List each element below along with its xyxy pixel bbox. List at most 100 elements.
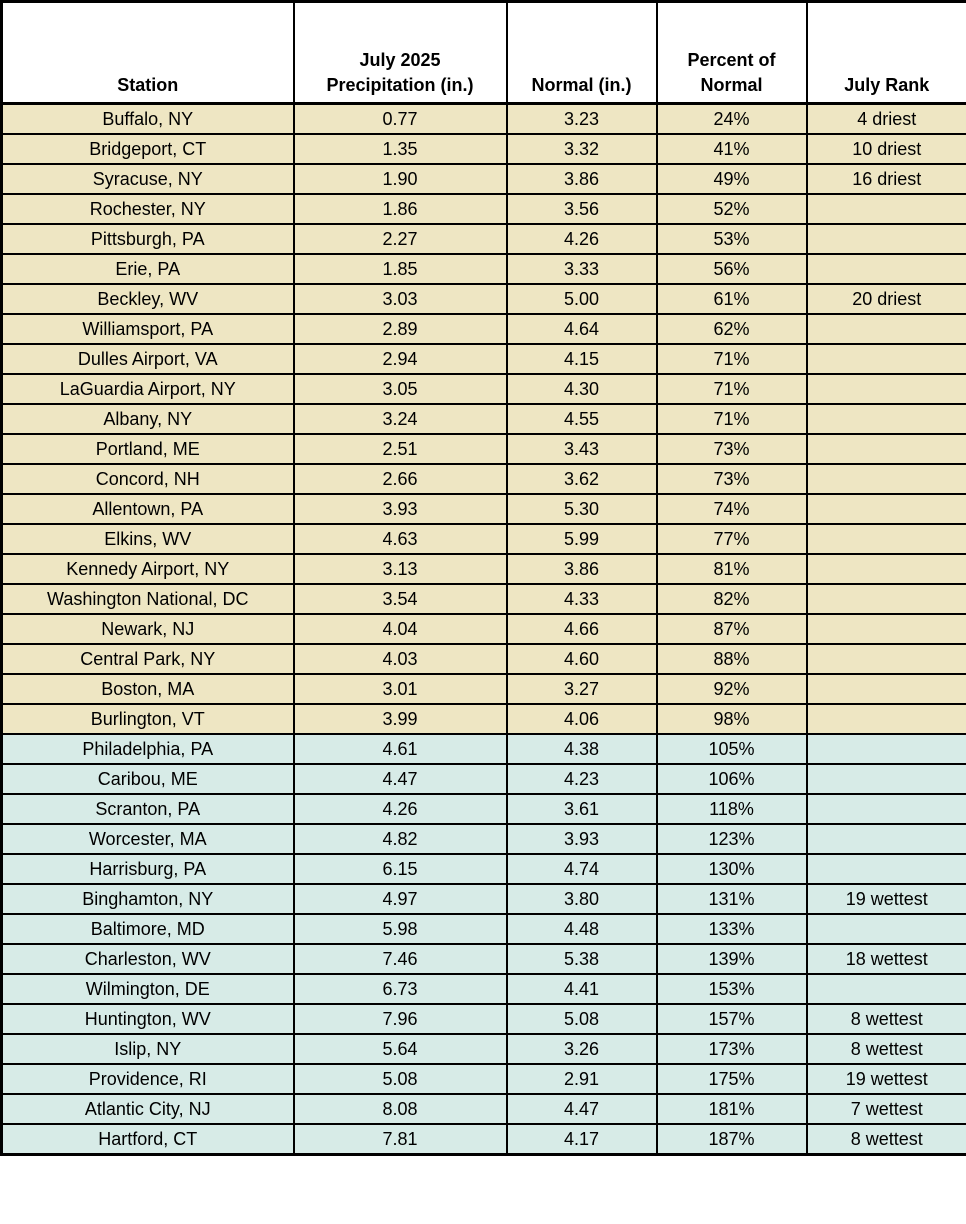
cell-precipitation: 1.86 xyxy=(292,193,508,225)
cell-normal: 4.30 xyxy=(505,373,658,405)
cell-normal: 3.93 xyxy=(505,823,658,855)
header-row: Station July 2025 Precipitation (in.) No… xyxy=(0,0,966,105)
cell-july-rank xyxy=(805,373,966,405)
cell-station: Portland, ME xyxy=(0,433,295,465)
cell-percent-of-normal: 24% xyxy=(655,102,808,135)
table-row: Binghamton, NY 4.97 3.80 131% 19 wettest xyxy=(0,883,966,915)
cell-normal: 5.30 xyxy=(505,493,658,525)
col-header-station: Station xyxy=(0,0,295,105)
cell-precipitation: 3.03 xyxy=(292,283,508,315)
cell-july-rank: 8 wettest xyxy=(805,1123,966,1156)
cell-july-rank xyxy=(805,853,966,885)
cell-july-rank xyxy=(805,553,966,585)
cell-july-rank: 10 driest xyxy=(805,133,966,165)
cell-normal: 3.62 xyxy=(505,463,658,495)
table-row: Atlantic City, NJ 8.08 4.47 181% 7 wette… xyxy=(0,1093,966,1125)
cell-station: Caribou, ME xyxy=(0,763,295,795)
cell-july-rank: 8 wettest xyxy=(805,1033,966,1065)
cell-normal: 4.47 xyxy=(505,1093,658,1125)
cell-percent-of-normal: 62% xyxy=(655,313,808,345)
cell-percent-of-normal: 133% xyxy=(655,913,808,945)
cell-percent-of-normal: 181% xyxy=(655,1093,808,1125)
cell-july-rank: 7 wettest xyxy=(805,1093,966,1125)
cell-station: Albany, NY xyxy=(0,403,295,435)
cell-july-rank xyxy=(805,613,966,645)
cell-station: Central Park, NY xyxy=(0,643,295,675)
cell-station: Hartford, CT xyxy=(0,1123,295,1156)
cell-percent-of-normal: 92% xyxy=(655,673,808,705)
cell-precipitation: 4.47 xyxy=(292,763,508,795)
cell-normal: 4.64 xyxy=(505,313,658,345)
cell-normal: 3.56 xyxy=(505,193,658,225)
table-row: Dulles Airport, VA 2.94 4.15 71% xyxy=(0,343,966,375)
cell-percent-of-normal: 187% xyxy=(655,1123,808,1156)
cell-station: Concord, NH xyxy=(0,463,295,495)
table-row: Rochester, NY 1.86 3.56 52% xyxy=(0,193,966,225)
cell-percent-of-normal: 73% xyxy=(655,433,808,465)
cell-precipitation: 5.98 xyxy=(292,913,508,945)
table-row: Concord, NH 2.66 3.62 73% xyxy=(0,463,966,495)
table-row: Newark, NJ 4.04 4.66 87% xyxy=(0,613,966,645)
cell-july-rank xyxy=(805,403,966,435)
cell-normal: 3.27 xyxy=(505,673,658,705)
cell-normal: 2.91 xyxy=(505,1063,658,1095)
cell-july-rank xyxy=(805,313,966,345)
cell-normal: 4.66 xyxy=(505,613,658,645)
cell-station: Huntington, WV xyxy=(0,1003,295,1035)
cell-normal: 4.41 xyxy=(505,973,658,1005)
cell-percent-of-normal: 73% xyxy=(655,463,808,495)
cell-station: Islip, NY xyxy=(0,1033,295,1065)
cell-normal: 3.61 xyxy=(505,793,658,825)
cell-percent-of-normal: 105% xyxy=(655,733,808,765)
cell-normal: 3.26 xyxy=(505,1033,658,1065)
table-row: Albany, NY 3.24 4.55 71% xyxy=(0,403,966,435)
cell-percent-of-normal: 88% xyxy=(655,643,808,675)
cell-station: Worcester, MA xyxy=(0,823,295,855)
cell-normal: 4.06 xyxy=(505,703,658,735)
cell-percent-of-normal: 157% xyxy=(655,1003,808,1035)
cell-station: Elkins, WV xyxy=(0,523,295,555)
table-row: LaGuardia Airport, NY 3.05 4.30 71% xyxy=(0,373,966,405)
table-row: Scranton, PA 4.26 3.61 118% xyxy=(0,793,966,825)
cell-percent-of-normal: 53% xyxy=(655,223,808,255)
cell-percent-of-normal: 71% xyxy=(655,373,808,405)
cell-percent-of-normal: 81% xyxy=(655,553,808,585)
cell-normal: 5.38 xyxy=(505,943,658,975)
table-row: Caribou, ME 4.47 4.23 106% xyxy=(0,763,966,795)
table-row: Central Park, NY 4.03 4.60 88% xyxy=(0,643,966,675)
cell-percent-of-normal: 118% xyxy=(655,793,808,825)
cell-july-rank: 20 driest xyxy=(805,283,966,315)
cell-percent-of-normal: 41% xyxy=(655,133,808,165)
cell-station: Pittsburgh, PA xyxy=(0,223,295,255)
cell-percent-of-normal: 71% xyxy=(655,403,808,435)
table-row: Providence, RI 5.08 2.91 175% 19 wettest xyxy=(0,1063,966,1095)
cell-normal: 3.43 xyxy=(505,433,658,465)
cell-precipitation: 5.64 xyxy=(292,1033,508,1065)
cell-station: Philadelphia, PA xyxy=(0,733,295,765)
cell-normal: 4.38 xyxy=(505,733,658,765)
cell-percent-of-normal: 139% xyxy=(655,943,808,975)
cell-july-rank xyxy=(805,193,966,225)
cell-precipitation: 8.08 xyxy=(292,1093,508,1125)
cell-normal: 4.26 xyxy=(505,223,658,255)
cell-precipitation: 3.54 xyxy=(292,583,508,615)
cell-station: Kennedy Airport, NY xyxy=(0,553,295,585)
cell-july-rank xyxy=(805,583,966,615)
precip-table: Station July 2025 Precipitation (in.) No… xyxy=(0,0,966,1156)
cell-station: Washington National, DC xyxy=(0,583,295,615)
cell-station: Rochester, NY xyxy=(0,193,295,225)
cell-precipitation: 2.27 xyxy=(292,223,508,255)
table-row: Boston, MA 3.01 3.27 92% xyxy=(0,673,966,705)
table-row: Charleston, WV 7.46 5.38 139% 18 wettest xyxy=(0,943,966,975)
cell-station: Allentown, PA xyxy=(0,493,295,525)
cell-station: Binghamton, NY xyxy=(0,883,295,915)
cell-precipitation: 3.93 xyxy=(292,493,508,525)
cell-july-rank: 19 wettest xyxy=(805,1063,966,1095)
cell-precipitation: 4.26 xyxy=(292,793,508,825)
cell-precipitation: 3.01 xyxy=(292,673,508,705)
table-row: Allentown, PA 3.93 5.30 74% xyxy=(0,493,966,525)
cell-july-rank xyxy=(805,913,966,945)
cell-station: Bridgeport, CT xyxy=(0,133,295,165)
cell-precipitation: 3.13 xyxy=(292,553,508,585)
cell-normal: 3.23 xyxy=(505,102,658,135)
